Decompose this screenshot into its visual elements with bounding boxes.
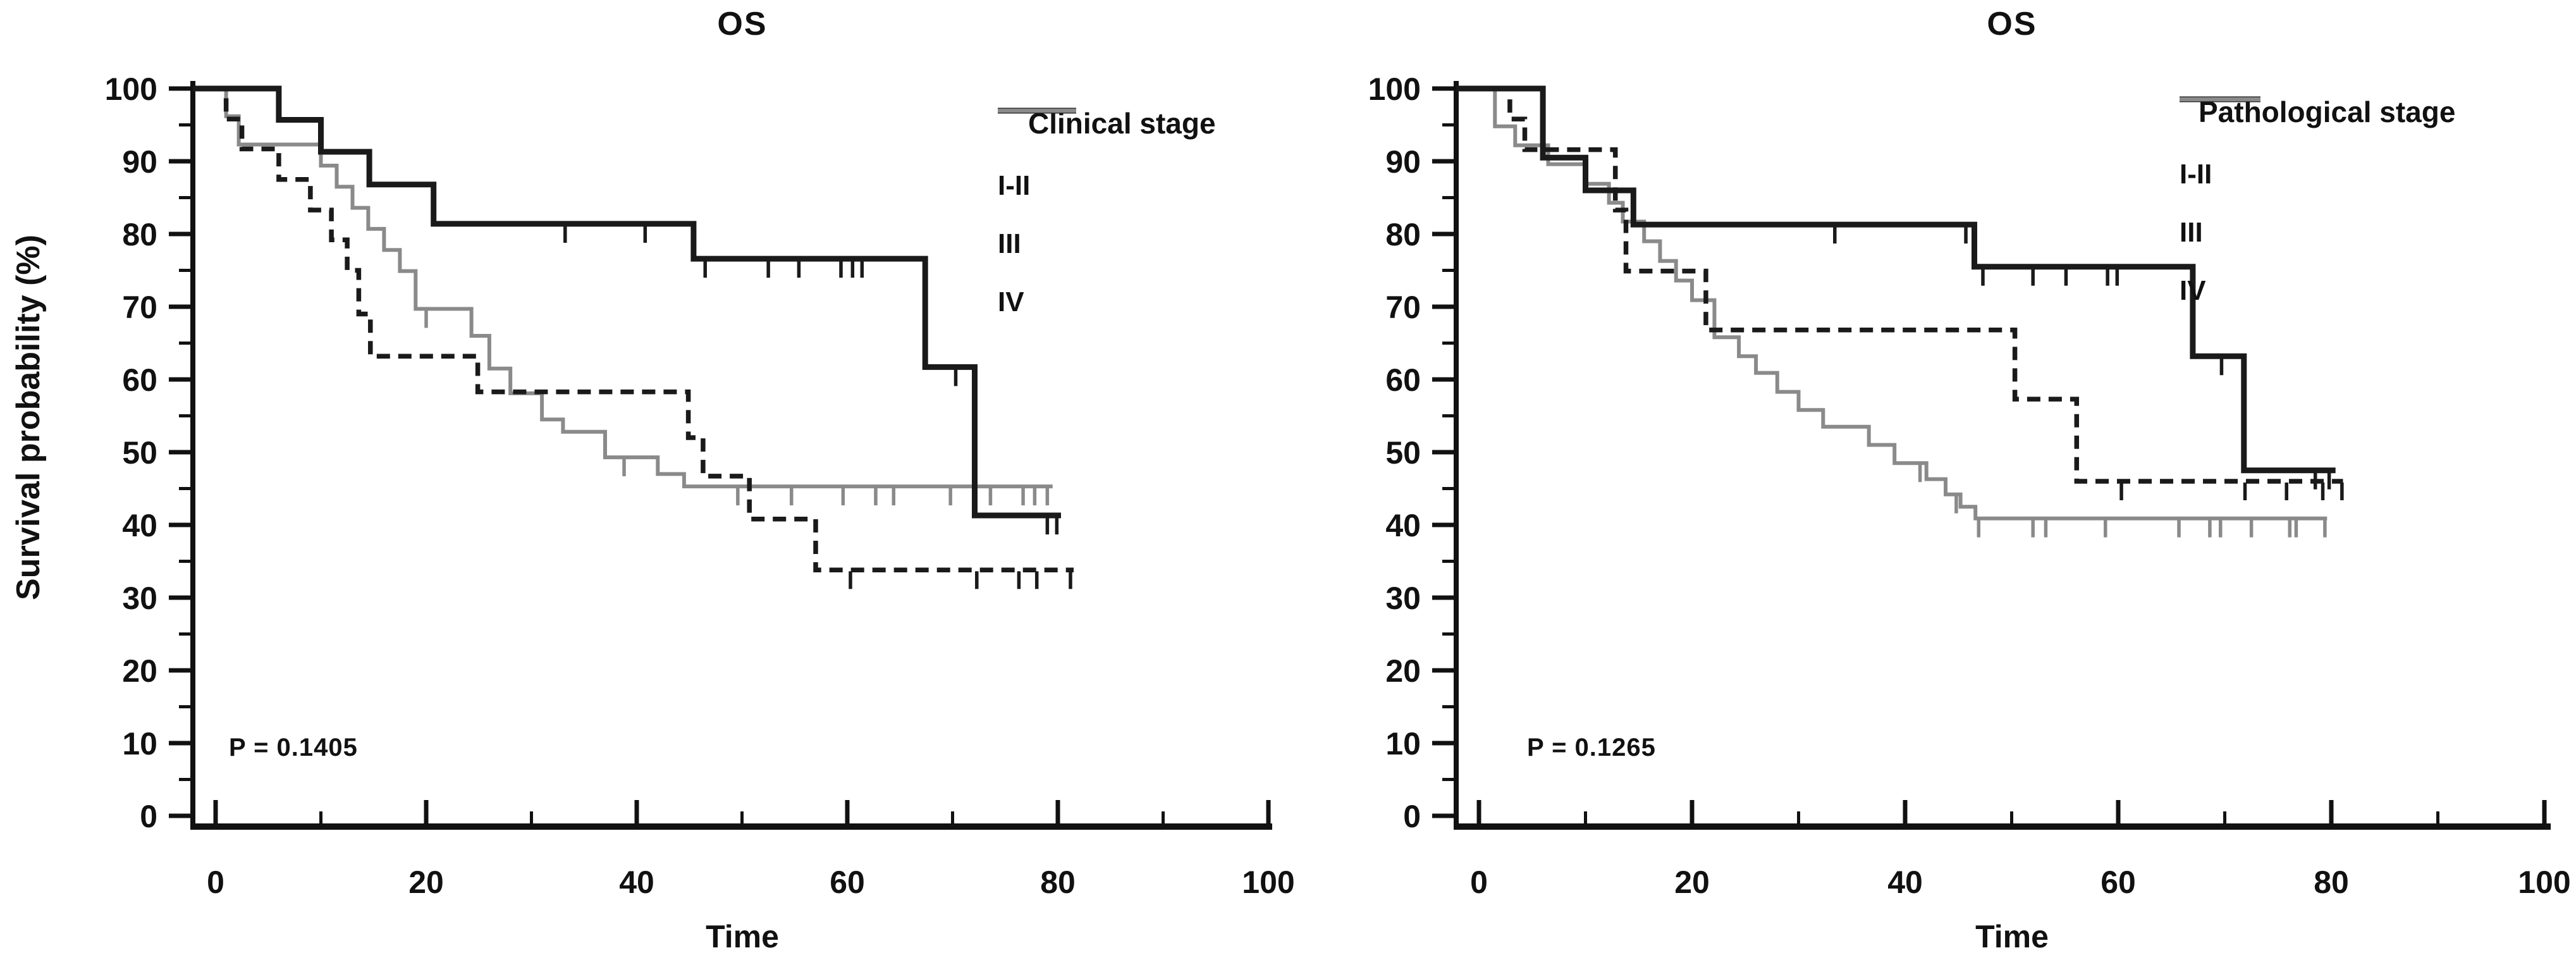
series-path-I-II <box>193 85 1061 519</box>
gray-line-icon <box>998 108 1076 113</box>
legend-item-stage-iii: III <box>2180 97 2455 262</box>
y-tick-label: 0 <box>140 799 157 834</box>
y-tick-label: 30 <box>1385 581 1421 616</box>
y-tick-label: 10 <box>1385 726 1421 761</box>
y-tick-label: 60 <box>1385 362 1421 398</box>
y-tick-label: 20 <box>1385 653 1421 689</box>
series-path-I-II <box>1456 85 2336 474</box>
y-tick-label: 0 <box>1403 799 1421 834</box>
y-tick-label: 90 <box>122 144 157 180</box>
gray-line-icon <box>2180 97 2260 102</box>
y-tick-label: 100 <box>105 71 157 107</box>
legend-item-stage-iii: III <box>998 108 1216 273</box>
x-tick-label: 0 <box>1470 865 1488 900</box>
x-tick-label: 40 <box>619 865 654 900</box>
y-tick-label: 40 <box>122 508 157 543</box>
left-panel-title: OS <box>717 6 768 42</box>
right-p-value: P = 0.1265 <box>1527 734 1656 761</box>
y-tick-label: 20 <box>122 653 157 689</box>
right-legend: Pathological stage I-II III IV <box>2180 95 2455 320</box>
y-tick-label: 70 <box>1385 290 1421 325</box>
left-legend: Clinical stage I-II III IV <box>998 106 1216 331</box>
series-path-III <box>193 86 1074 573</box>
y-tick-label: 100 <box>1368 71 1421 107</box>
left-p-value: P = 0.1405 <box>229 734 358 761</box>
legend-item-stage-i-ii: I-II <box>998 108 1216 215</box>
y-tick-label: 80 <box>1385 217 1421 252</box>
legend-item-stage-iv: IV <box>2180 97 2455 320</box>
x-tick-label: 60 <box>2101 865 2136 900</box>
y-tick-label: 10 <box>122 726 157 761</box>
x-tick-label: 80 <box>2314 865 2349 900</box>
y-tick-label: 60 <box>122 362 157 398</box>
y-tick-label: 90 <box>1385 144 1421 180</box>
x-tick-label: 100 <box>2518 865 2570 900</box>
series-path-IV <box>193 87 1053 489</box>
y-tick-label: 70 <box>122 290 157 325</box>
left-x-axis-label: Time <box>706 919 779 954</box>
y-tick-label: 50 <box>1385 435 1421 471</box>
x-tick-label: 40 <box>1887 865 1923 900</box>
y-tick-label: 80 <box>122 217 157 252</box>
y-tick-label: 50 <box>122 435 157 471</box>
x-tick-label: 80 <box>1040 865 1076 900</box>
legend-item-stage-iv: IV <box>998 108 1216 331</box>
x-tick-label: 20 <box>1674 865 1710 900</box>
x-tick-label: 60 <box>830 865 865 900</box>
series-path-III <box>1456 86 2343 484</box>
x-tick-label: 100 <box>1242 865 1294 900</box>
right-x-axis-label: Time <box>1975 919 2049 954</box>
x-tick-label: 0 <box>207 865 224 900</box>
legend-item-stage-i-ii: I-II <box>2180 96 2455 204</box>
left-y-axis-label: Survival probability (%) <box>10 235 47 600</box>
y-tick-label: 30 <box>122 581 157 616</box>
right-panel-title: OS <box>1987 6 2037 42</box>
x-tick-label: 20 <box>408 865 444 900</box>
y-tick-label: 40 <box>1385 508 1421 543</box>
